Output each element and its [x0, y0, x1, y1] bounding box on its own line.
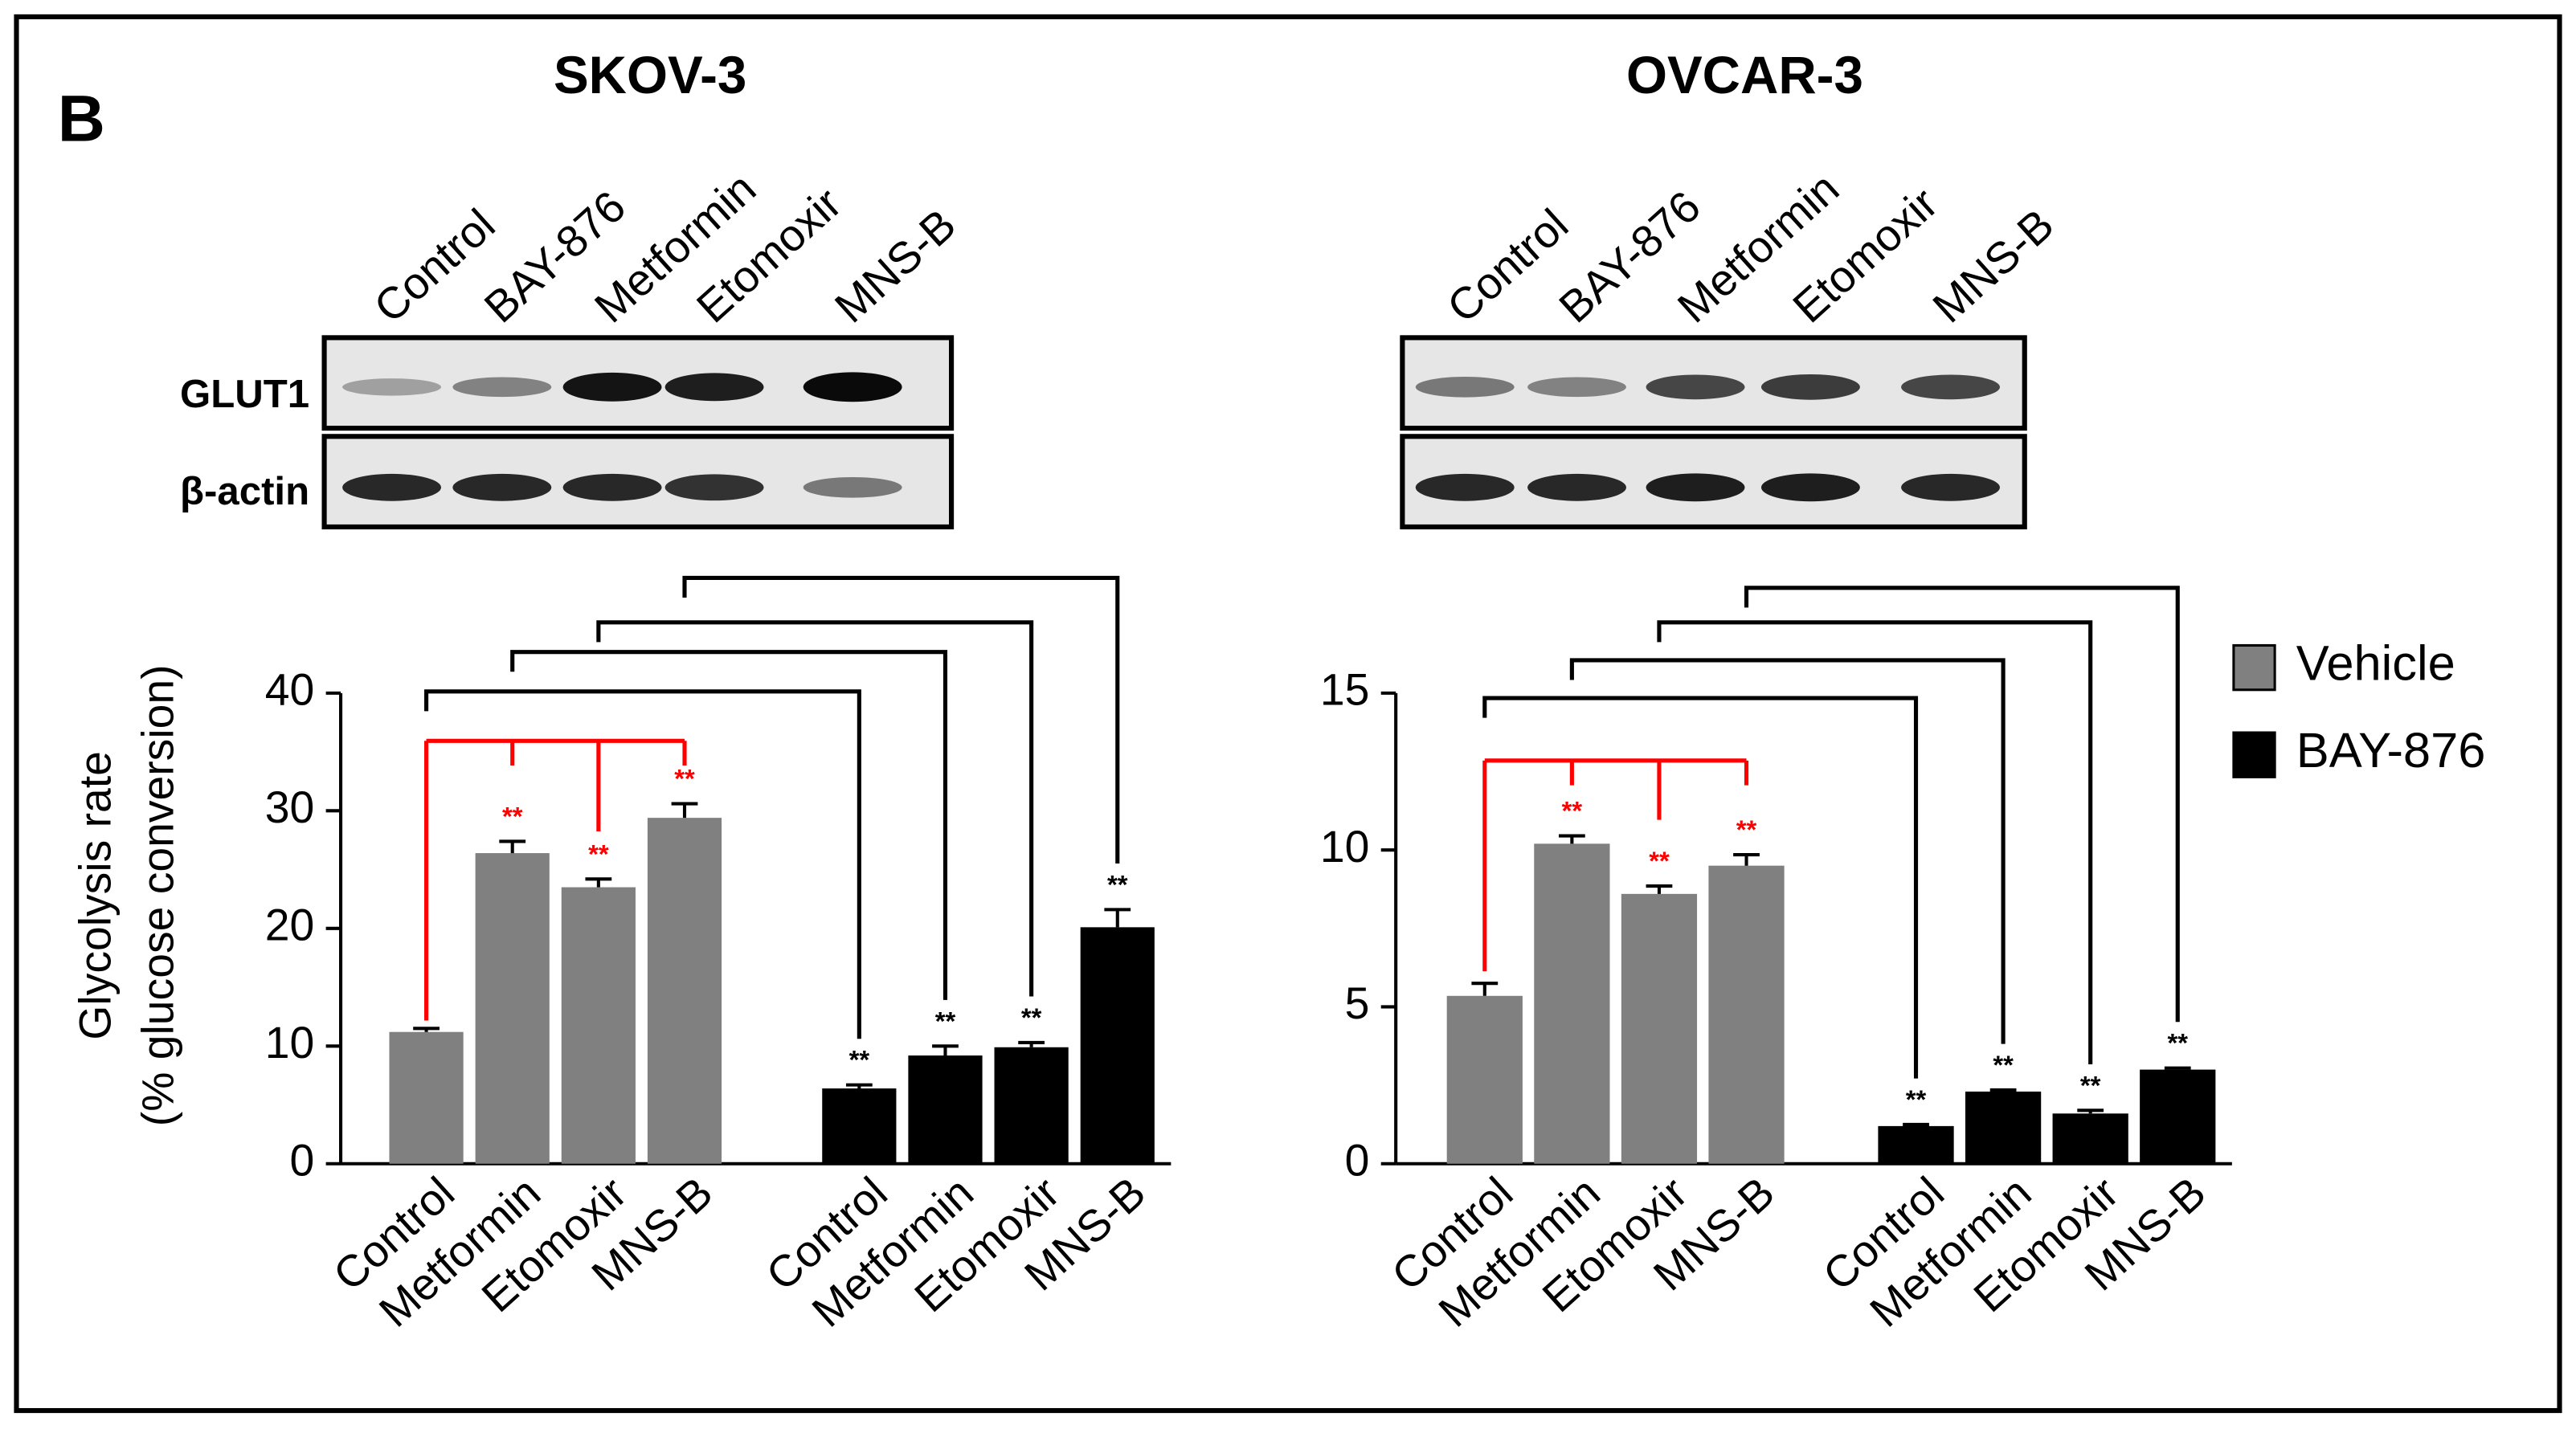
blot-band	[452, 377, 552, 398]
y-tick-label: 15	[1320, 664, 1370, 714]
bar	[561, 887, 636, 1164]
bar	[1878, 1125, 1954, 1164]
bar	[822, 1088, 897, 1164]
significance-mark: **	[1562, 796, 1583, 826]
error-bar	[413, 1027, 440, 1032]
bar	[1534, 843, 1610, 1164]
error-bar	[1104, 908, 1131, 928]
bracket	[424, 689, 861, 1039]
y-axis-label: (% glucose conversion)	[133, 664, 182, 1126]
bracket	[1744, 586, 2180, 1023]
bar	[2140, 1069, 2216, 1164]
y-axis-label: Glycolysis rate	[71, 751, 121, 1040]
error-bar	[845, 1083, 873, 1089]
legend-swatch	[2232, 731, 2276, 778]
blot-band	[1760, 473, 1860, 502]
blot-band	[664, 373, 764, 402]
bar	[1080, 927, 1155, 1164]
bar	[647, 818, 722, 1164]
significance-mark: **	[674, 764, 695, 794]
y-tick-label: 5	[1345, 978, 1370, 1028]
bracket	[682, 575, 1120, 864]
bar	[1708, 865, 1785, 1164]
y-tick-label: 30	[265, 782, 315, 832]
bar	[1965, 1091, 2042, 1164]
y-tick-label: 10	[265, 1018, 315, 1068]
error-bar	[1903, 1122, 1929, 1126]
bracket	[510, 650, 948, 1000]
bar	[389, 1031, 464, 1164]
blot-band	[1527, 377, 1626, 398]
blot-band	[342, 378, 442, 396]
significance-mark: **	[1993, 1050, 2014, 1080]
bar	[1621, 893, 1698, 1164]
significance-mark: **	[1736, 815, 1757, 844]
red-bracket	[1482, 758, 1749, 972]
blot-band	[1901, 374, 2001, 400]
blot-band	[342, 473, 442, 501]
blot-band	[1415, 377, 1515, 398]
error-bar	[585, 877, 612, 888]
significance-mark: **	[1906, 1084, 1927, 1114]
blot-band	[803, 372, 902, 402]
blot-band	[1760, 374, 1860, 400]
error-bar	[1733, 852, 1760, 866]
significance-mark: **	[1021, 1002, 1042, 1032]
significance-mark: **	[2080, 1070, 2101, 1100]
significance-mark: **	[2167, 1028, 2188, 1058]
error-bar	[499, 839, 526, 854]
blot-band	[664, 474, 764, 501]
y-tick-label: 40	[265, 664, 315, 714]
blot-band	[1901, 473, 2001, 501]
red-bracket	[424, 738, 687, 1021]
blot-row-label: β-actin	[180, 469, 309, 513]
error-bar	[1558, 834, 1585, 844]
bracket	[1569, 658, 2006, 1044]
y-tick-label: 10	[1320, 822, 1370, 872]
error-bar	[2077, 1108, 2104, 1114]
chart-title: SKOV-3	[554, 46, 746, 104]
bar	[994, 1047, 1069, 1164]
significance-mark: **	[502, 801, 523, 831]
significance-mark: **	[849, 1045, 870, 1075]
legend-label: Vehicle	[2296, 635, 2455, 691]
blot-band	[562, 473, 662, 501]
bar	[475, 853, 550, 1164]
legend-label: BAY-876	[2296, 723, 2486, 778]
blot-band	[1646, 473, 1745, 502]
blot-band	[562, 372, 662, 402]
panel-label: B	[58, 83, 105, 156]
error-bar	[671, 802, 698, 819]
significance-mark: **	[1649, 846, 1670, 876]
bracket	[1482, 696, 1919, 1079]
y-tick-label: 0	[1345, 1135, 1370, 1185]
blot-row-label: GLUT1	[180, 372, 309, 416]
error-bar	[932, 1044, 959, 1056]
blot-band	[1646, 374, 1745, 400]
significance-mark: **	[935, 1006, 956, 1035]
bar	[908, 1055, 983, 1164]
error-bar	[2164, 1066, 2191, 1070]
y-tick-label: 0	[290, 1135, 315, 1185]
significance-mark: **	[588, 839, 609, 868]
error-bar	[1989, 1088, 2017, 1092]
chart-title: OVCAR-3	[1626, 46, 1863, 104]
error-bar	[1646, 884, 1673, 894]
blot-band	[803, 476, 902, 498]
significance-mark: **	[1107, 869, 1128, 899]
figure-border	[14, 14, 2562, 1414]
legend-swatch	[2232, 643, 2276, 692]
bracket	[596, 620, 1034, 997]
y-tick-label: 20	[265, 900, 315, 949]
bracket	[1657, 620, 2093, 1064]
blot-band	[452, 473, 552, 501]
bar	[2052, 1113, 2128, 1164]
blot-band	[1527, 473, 1626, 501]
bar	[1446, 995, 1523, 1164]
error-bar	[1471, 982, 1499, 996]
blot-band	[1415, 473, 1515, 501]
error-bar	[1018, 1040, 1045, 1047]
